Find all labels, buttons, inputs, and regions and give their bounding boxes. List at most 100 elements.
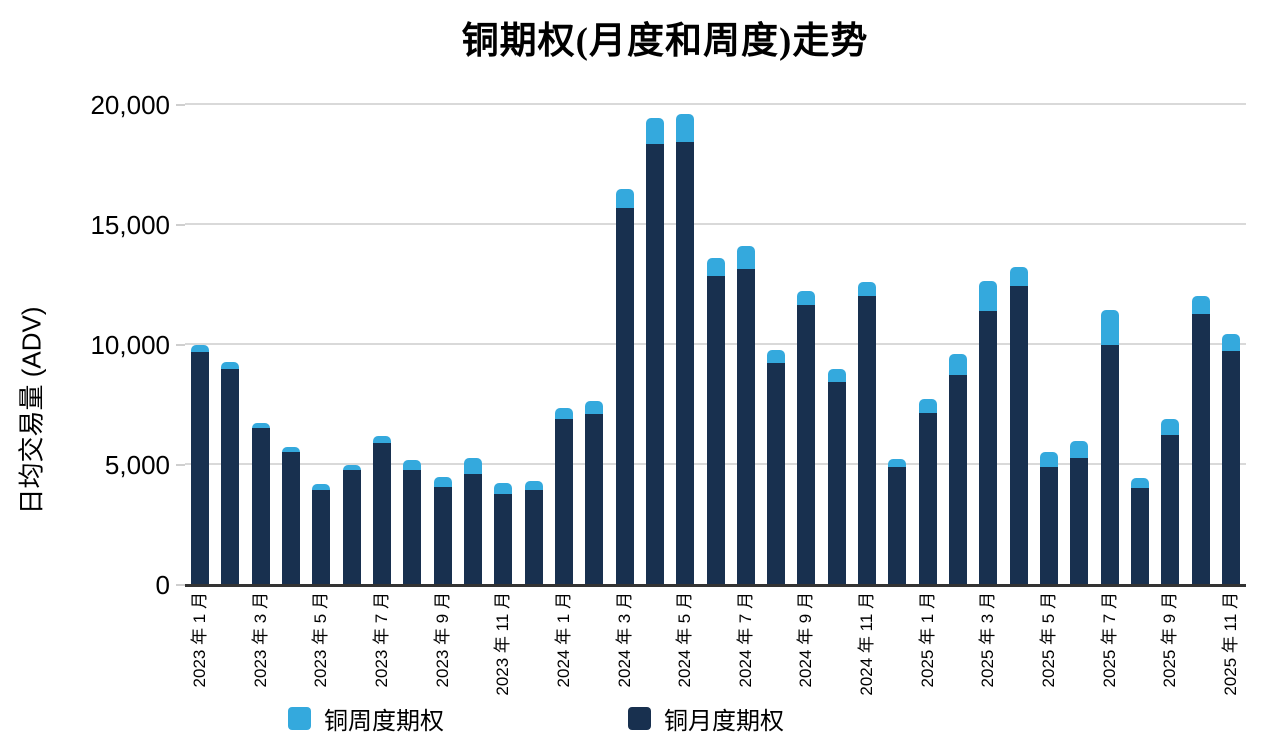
x-tick-label-2023年5月: 2023 年 5 月 [311,592,331,688]
bar-2023年6月 [342,464,361,585]
y-tick-label-5000: 5,000 [104,449,170,480]
x-tick-label-2023年3月: 2023 年 3 月 [250,592,270,688]
bar-segment-monthly [827,381,846,585]
bar-segment-monthly [1070,457,1089,585]
bar-2024年4月 [645,117,664,585]
bar-2025年6月 [1070,440,1089,585]
bar-2024年8月 [767,349,786,585]
bar-segment-monthly [1009,285,1028,585]
gridline-20000 [185,103,1246,105]
bar-2025年7月 [1100,309,1119,585]
x-tick-label-2023年11月: 2023 年 11 月 [493,592,513,696]
bar-segment-weekly [585,401,604,415]
bar-segment-weekly [645,117,664,145]
bar-segment-monthly [282,451,301,585]
x-tick-label-2025年3月: 2025 年 3 月 [978,592,998,688]
bar-segment-monthly [494,493,513,585]
bar-segment-monthly [1191,313,1210,585]
bar-segment-monthly [1161,434,1180,585]
bar-segment-monthly [221,368,240,585]
bar-segment-weekly [433,476,452,487]
bar-segment-weekly [554,408,573,420]
bar-2025年1月 [918,398,937,585]
bar-segment-monthly [403,469,422,585]
y-tick-label-20000: 20,000 [90,89,170,120]
y-tick-mark [176,343,185,346]
x-tick-label-2025年7月: 2025 年 7 月 [1099,592,1119,688]
bar-2024年6月 [706,258,725,585]
bar-segment-weekly [251,422,270,428]
x-tick-label-2023年9月: 2023 年 9 月 [432,592,452,688]
bar-2025年2月 [949,354,967,585]
bar-segment-weekly [403,460,422,470]
bar-segment-weekly [615,188,634,208]
legend-item-monthly: 铜月度期权 [628,705,784,735]
x-tick-label-2025年11月: 2025 年 11 月 [1220,592,1240,696]
bar-segment-weekly [1221,333,1240,351]
gridline-15000 [185,223,1246,226]
bar-segment-weekly [858,282,877,296]
bar-2023年5月 [312,484,331,585]
bar-segment-monthly [1100,344,1119,585]
x-tick-label-2025年9月: 2025 年 9 月 [1160,592,1180,688]
bar-2024年7月 [736,246,755,585]
bar-segment-monthly [858,295,877,585]
bar-segment-monthly [191,351,210,585]
bar-segment-monthly [797,305,816,585]
x-tick-label-2024年1月: 2024 年 1 月 [553,592,573,688]
bar-segment-monthly [1221,350,1240,585]
bar-segment-monthly [767,362,786,585]
plot-area [185,103,1246,587]
bar-segment-monthly [979,311,998,585]
bar-2025年4月 [1009,266,1028,585]
bar-segment-weekly [736,246,755,270]
bar-segment-weekly [373,436,392,444]
bar-2025年5月 [1039,451,1058,585]
bar-2023年4月 [282,446,301,585]
bar-segment-weekly [1009,266,1028,286]
bar-2025年9月 [1161,419,1180,585]
x-tick-label-2024年7月: 2024 年 7 月 [735,592,755,688]
x-axis-line [185,583,1246,587]
y-tick-mark [176,463,185,466]
bar-segment-weekly [191,344,210,352]
bar-segment-monthly [1130,487,1149,585]
bar-2023年7月 [373,436,392,585]
bar-segment-monthly [949,374,967,585]
bar-segment-weekly [979,281,998,312]
bar-2025年8月 [1130,478,1149,585]
bar-segment-weekly [1100,309,1119,345]
bar-2023年12月 [524,480,543,585]
bar-segment-weekly [463,457,482,475]
bar-segment-monthly [1039,467,1058,585]
bar-2023年8月 [403,460,422,585]
bar-segment-weekly [827,368,846,382]
y-tick-mark [176,223,185,226]
x-tick-label-2024年3月: 2024 年 3 月 [614,592,634,688]
bar-2025年10月 [1191,295,1210,585]
bar-2024年3月 [615,188,634,585]
bar-segment-weekly [342,464,361,470]
y-tick-label-0: 0 [155,570,170,600]
bar-2023年1月 [191,344,210,585]
bar-2023年9月 [433,476,452,585]
bar-segment-monthly [676,141,695,585]
bar-segment-monthly [251,427,270,585]
bar-2024年10月 [827,368,846,585]
bar-2024年12月 [888,458,907,585]
bar-segment-weekly [918,398,937,414]
legend-item-weekly: 铜周度期权 [288,705,444,735]
bar-segment-weekly [494,482,513,494]
bar-2025年3月 [979,281,998,585]
x-tick-label-2024年5月: 2024 年 5 月 [675,592,695,688]
bar-2023年2月 [221,361,240,585]
bar-segment-monthly [585,414,604,585]
bar-segment-monthly [645,144,664,585]
bar-segment-weekly [1039,451,1058,468]
y-tick-mark [176,103,185,106]
bar-segment-weekly [1070,440,1089,458]
bar-segment-monthly [312,490,331,585]
bar-2024年11月 [858,282,877,585]
bar-segment-monthly [554,419,573,585]
